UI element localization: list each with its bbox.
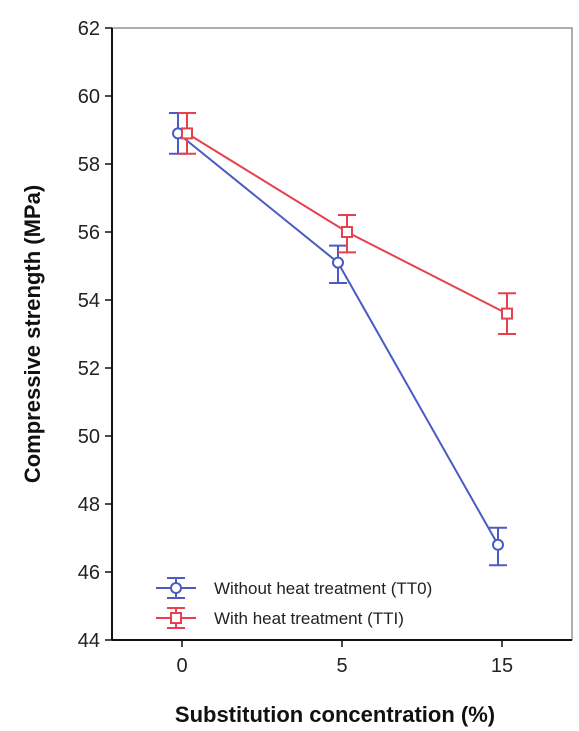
y-tick-label: 52 (78, 358, 100, 380)
series-layer (169, 112, 516, 567)
x-axis-title: Substitution concentration (%) (175, 702, 495, 727)
legend-marker (170, 612, 182, 624)
x-tick-label: 15 (491, 655, 513, 677)
x-tick-label: 5 (336, 655, 347, 677)
y-tick-label: 48 (78, 494, 100, 516)
legend-label: Without heat treatment (TT0) (214, 579, 432, 598)
y-tick-label: 50 (78, 426, 100, 448)
y-tick-label: 46 (78, 562, 100, 584)
x-tick-label: 0 (176, 655, 187, 677)
y-axis-title: Compressive strength (MPa) (20, 185, 45, 483)
y-tick-label: 58 (78, 154, 100, 176)
legend: Without heat treatment (TT0) With heat tr… (156, 577, 432, 629)
legend-item: With heat treatment (TTI) (156, 607, 404, 629)
data-point (501, 307, 513, 320)
y-tick-label: 62 (78, 18, 100, 40)
y-tick-label: 54 (78, 290, 100, 312)
data-point (332, 256, 344, 269)
legend-marker (170, 582, 182, 594)
y-tick-label: 44 (78, 630, 100, 652)
y-tick-label: 60 (78, 86, 100, 108)
legend-item: Without heat treatment (TT0) (156, 577, 432, 599)
x-axis-ticks: 0 5 15 (176, 640, 513, 677)
legend-label: With heat treatment (TTI) (214, 609, 404, 628)
series-1 (178, 112, 516, 335)
data-point (181, 127, 193, 140)
y-tick-label: 56 (78, 222, 100, 244)
data-point (492, 538, 504, 551)
y-axis-ticks: 44 46 48 50 52 54 56 58 60 62 (78, 18, 112, 652)
data-point (341, 226, 353, 238)
